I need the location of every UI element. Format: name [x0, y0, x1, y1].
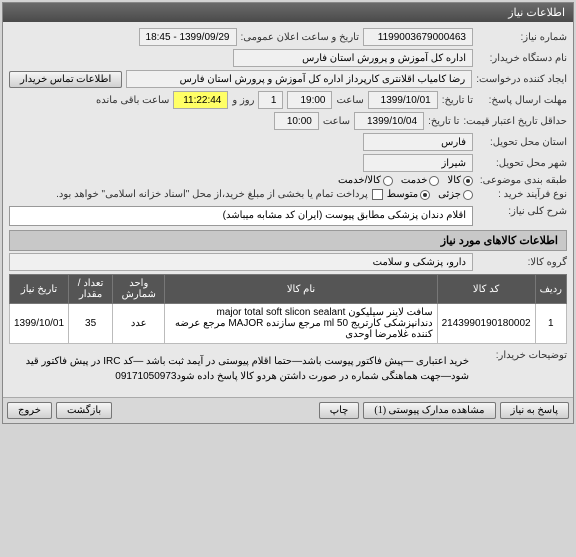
cell-unit: عدد [113, 304, 165, 344]
creator-label: ایجاد کننده درخواست: [476, 74, 567, 85]
cell-date: 1399/10/01 [10, 304, 69, 344]
remain-time: 11:22:44 [173, 91, 228, 109]
process-label: نوع فرآیند خرید : [477, 189, 567, 200]
radio-icon [383, 176, 393, 186]
radio-icon [463, 190, 473, 200]
province-label: استان محل تحویل: [477, 137, 567, 148]
th-date: تاریخ نیاز [10, 275, 69, 304]
spacer [116, 402, 315, 419]
radio-icon [463, 176, 473, 186]
opt-goods-service[interactable]: کالا/خدمت [338, 175, 393, 186]
desc-value: اقلام دندان پزشکی مطابق پیوست (ایران کد … [9, 206, 473, 226]
cell-code: 2143990190180002 [437, 304, 535, 344]
province-value: فارس [363, 133, 473, 151]
attachments-button[interactable]: مشاهده مدارک پیوستی (1) [363, 402, 495, 419]
opt-service[interactable]: خدمت [401, 175, 440, 186]
th-qty: تعداد / مقدار [69, 275, 113, 304]
footer-toolbar: پاسخ به نیاز مشاهده مدارک پیوستی (1) چاپ… [3, 397, 573, 423]
print-button[interactable]: چاپ [319, 402, 360, 419]
price-valid-time: 10:00 [274, 112, 319, 130]
time-label-1: ساعت [336, 95, 363, 106]
cell-name: سافت لاینر سیلیکون major total soft slic… [165, 304, 437, 344]
radio-icon [429, 176, 439, 186]
deadline-label: مهلت ارسال پاسخ: [477, 95, 567, 106]
table-header-row: ردیف کد کالا نام کالا واحد شمارش تعداد /… [10, 275, 567, 304]
th-name: نام کالا [165, 275, 437, 304]
opt-goods[interactable]: کالا [447, 175, 473, 186]
buyer-notes-text: خرید اعتباری —پیش فاکتور پیوست باشد—حتما… [9, 350, 473, 388]
treasury-checkbox[interactable] [372, 189, 383, 200]
announce-value: 1399/09/29 - 18:45 [139, 28, 237, 46]
budget-label: طبقه بندی موضوعی: [477, 175, 567, 186]
to-date-label-2: تا تاریخ: [428, 116, 459, 127]
remain-label: ساعت باقی مانده [96, 95, 169, 106]
price-valid-date: 1399/10/04 [354, 112, 424, 130]
desc-label: شرح کلی نیاز: [477, 206, 567, 217]
process-radio-group: جزئی متوسط [387, 189, 473, 200]
opt-low[interactable]: جزئی [438, 189, 473, 200]
th-row: ردیف [535, 275, 566, 304]
th-code: کد کالا [437, 275, 535, 304]
day-label: روز و [232, 95, 254, 106]
need-no-value: 1199003679000463 [363, 28, 473, 46]
items-section-title: اطلاعات کالاهای مورد نیاز [9, 230, 567, 251]
main-panel: اطلاعات نیاز شماره نیاز: 119900367900046… [2, 2, 574, 424]
remain-days: 1 [258, 91, 283, 109]
form-area: شماره نیاز: 1199003679000463 تاریخ و ساع… [3, 22, 573, 397]
city-value: شیراز [363, 154, 473, 172]
to-date-label: تا تاریخ: [442, 95, 473, 106]
cell-qty: 35 [69, 304, 113, 344]
cell-row: 1 [535, 304, 566, 344]
need-no-label: شماره نیاز: [477, 32, 567, 43]
exit-button[interactable]: خروج [7, 402, 52, 419]
payment-note: پرداخت تمام یا بخشی از مبلغ خرید،از محل … [56, 189, 368, 200]
panel-title: اطلاعات نیاز [3, 3, 573, 22]
buyer-org-value: اداره کل آموزش و پرورش استان فارس [233, 49, 473, 67]
radio-icon [420, 190, 430, 200]
th-unit: واحد شمارش [113, 275, 165, 304]
announce-label: تاریخ و ساعت اعلان عمومی: [241, 32, 360, 43]
group-label: گروه کالا: [477, 257, 567, 268]
buyer-org-label: نام دستگاه خریدار: [477, 53, 567, 64]
buyer-notes-label: توضیحات خریدار: [477, 350, 567, 361]
items-table: ردیف کد کالا نام کالا واحد شمارش تعداد /… [9, 274, 567, 344]
time-label-2: ساعت [323, 116, 350, 127]
deadline-date: 1399/10/01 [368, 91, 438, 109]
city-label: شهر محل تحویل: [477, 158, 567, 169]
group-value: دارو، پزشکی و سلامت [9, 253, 473, 271]
reply-button[interactable]: پاسخ به نیاز [500, 402, 570, 419]
table-row[interactable]: 1 2143990190180002 سافت لاینر سیلیکون ma… [10, 304, 567, 344]
opt-mid[interactable]: متوسط [387, 189, 430, 200]
price-valid-label: حداقل تاریخ اعتبار قیمت: [463, 116, 567, 127]
back-button[interactable]: بازگشت [56, 402, 112, 419]
subject-radio-group: کالا خدمت کالا/خدمت [338, 175, 473, 186]
deadline-time: 19:00 [287, 91, 332, 109]
contact-buyer-button[interactable]: اطلاعات تماس خریدار [9, 71, 122, 88]
creator-value: رضا کامیاب اقلانتری کارپرداز اداره کل آم… [126, 70, 472, 88]
